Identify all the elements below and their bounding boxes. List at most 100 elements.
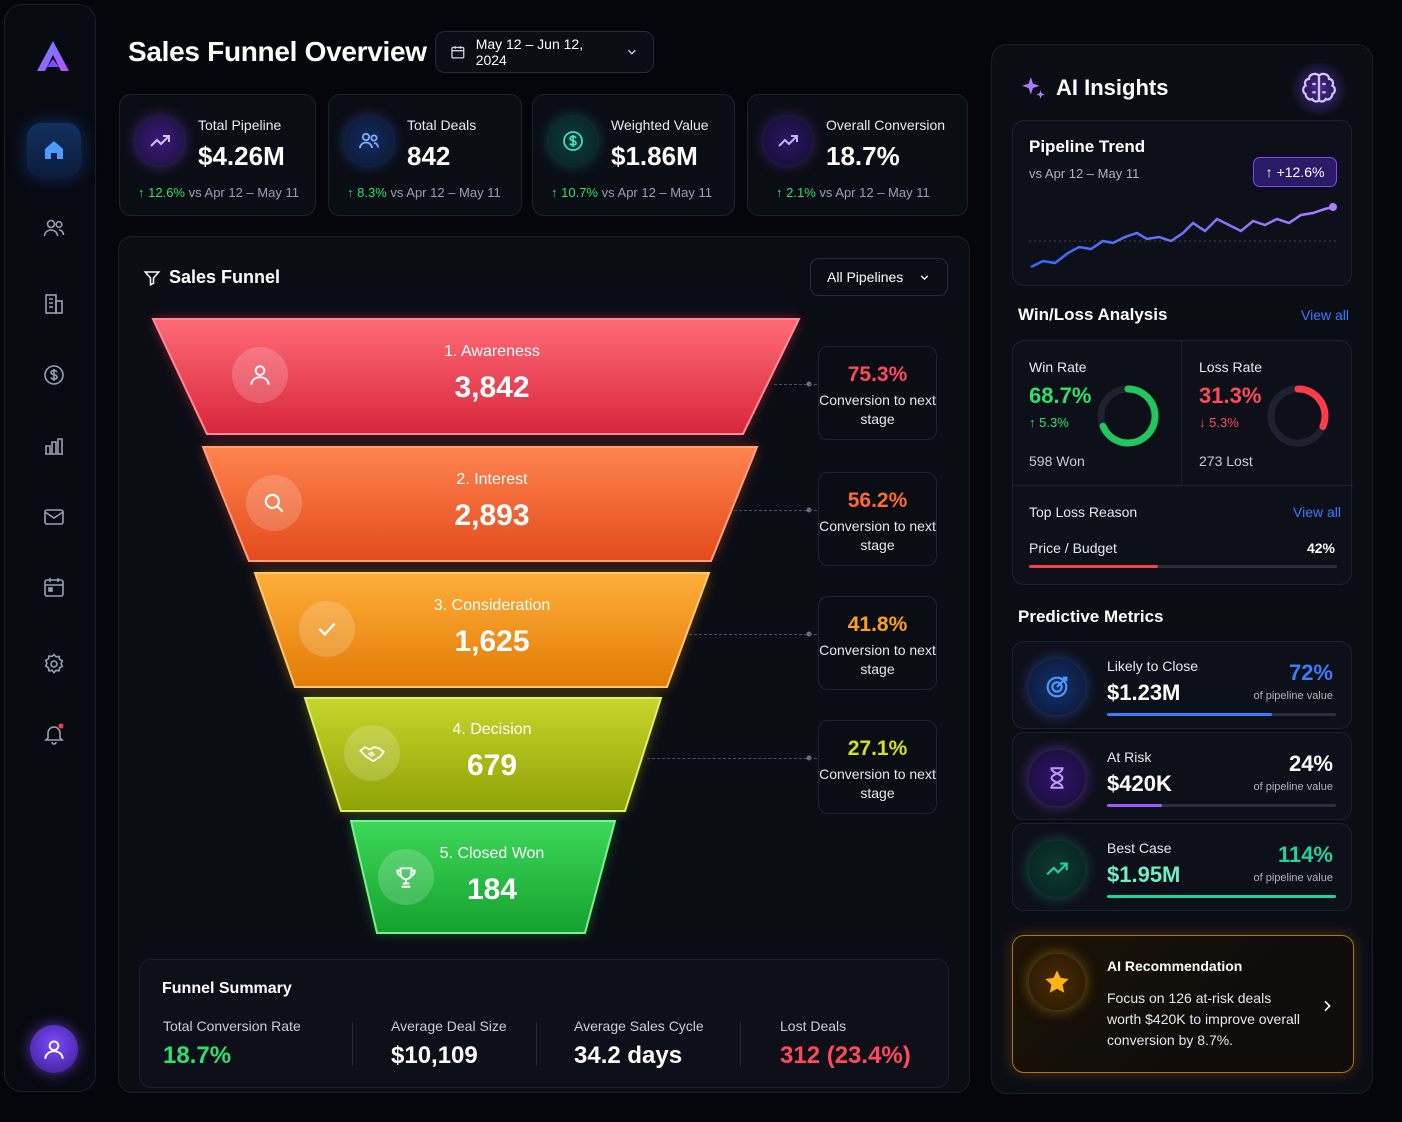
kpi-total-pipeline[interactable]: Total Pipeline $4.26M ↑ 12.6% vs Apr 12 …	[119, 94, 316, 216]
date-range-label: May 12 – Jun 12, 2024	[475, 36, 584, 68]
trend-up-icon	[1029, 841, 1085, 897]
metric-progress-fill	[1107, 895, 1336, 898]
filter-icon	[143, 270, 161, 286]
kpi-value: $1.86M	[611, 141, 698, 171]
likely-to-close-card[interactable]: Likely to Close $1.23M 72% of pipeline v…	[1012, 641, 1352, 729]
top-loss-reason-label: Top Loss Reason	[1029, 504, 1138, 520]
ai-recommendation-card[interactable]: AI Recommendation Focus on 126 at-risk d…	[1012, 935, 1354, 1073]
nav-contacts[interactable]	[27, 201, 81, 255]
top-loss-view-all-link[interactable]: View all	[1293, 504, 1341, 520]
gear-icon	[44, 653, 64, 674]
conversion-card: 56.2% Conversion to next stage	[818, 472, 937, 566]
kpi-label: Total Pipeline	[198, 117, 282, 133]
funnel-stage-label: 2. Interest 2,893	[454, 471, 530, 532]
summary-title: Funnel Summary	[162, 980, 292, 997]
kpi-label: Total Deals	[407, 117, 477, 133]
top-loss-pct: 42%	[1306, 540, 1335, 556]
kpi-change: ↑ 10.7% vs Apr 12 – May 11	[551, 185, 712, 200]
hourglass-icon	[1029, 750, 1085, 806]
app-logo-icon[interactable]	[33, 37, 73, 77]
kpi-total-deals[interactable]: Total Deals 842 ↑ 8.3% vs Apr 12 – May 1…	[328, 94, 522, 216]
metric-progress-fill	[1107, 713, 1272, 716]
funnel-stage-awareness[interactable]	[151, 318, 801, 435]
bell-icon	[44, 723, 64, 745]
funnel-title: Sales Funnel	[143, 267, 280, 288]
win-rate-donut	[1097, 385, 1159, 447]
trend-badge: ↑ +12.6%	[1253, 157, 1337, 187]
funnel-stage-label: 5. Closed Won 184	[439, 845, 545, 906]
pipeline-trend-title: Pipeline Trend	[1029, 137, 1146, 156]
pipeline-trend-period: vs Apr 12 – May 11	[1029, 166, 1140, 181]
brain-icon	[1287, 63, 1351, 115]
best-case-card[interactable]: Best Case $1.95M 114% of pipeline value	[1012, 823, 1352, 911]
nav-home[interactable]	[27, 123, 81, 177]
funnel-shapes	[151, 318, 812, 934]
user-icon	[44, 1040, 64, 1059]
nav-revenue[interactable]	[27, 348, 81, 402]
winloss-title: Win/Loss Analysis	[1018, 305, 1168, 324]
nav-messages[interactable]	[27, 490, 81, 544]
bar-chart-icon	[45, 438, 63, 455]
loss-rate-block: Loss Rate 31.3% ↓ 5.3% 273 Lost	[1183, 341, 1353, 486]
date-range-picker[interactable]: May 12 – Jun 12, 2024	[435, 31, 654, 73]
funnel-summary: Funnel Summary Total Conversion Rate 18.…	[139, 959, 949, 1088]
donut-fill	[1267, 385, 1329, 447]
loss-rate-donut	[1267, 385, 1329, 447]
funnel-stage-consideration[interactable]	[253, 572, 711, 688]
kpi-weighted-value[interactable]: Weighted Value $1.86M ↑ 10.7% vs Apr 12 …	[532, 94, 735, 216]
handshake-icon	[344, 725, 400, 781]
building-icon	[45, 294, 63, 314]
nav-reports[interactable]	[27, 419, 81, 473]
summary-lost-deals: Lost Deals 312 (23.4%)	[780, 1018, 911, 1069]
nav-companies[interactable]	[27, 277, 81, 331]
user-icon	[232, 347, 288, 403]
funnel-stage-label: 1. Awareness 3,842	[444, 343, 540, 404]
search-icon	[246, 475, 302, 531]
pipeline-select[interactable]: All Pipelines	[810, 258, 948, 296]
funnel-stage-closed-won[interactable]	[349, 820, 617, 934]
winloss-view-all-link[interactable]: View all	[1301, 307, 1349, 323]
kpi-label: Overall Conversion	[826, 117, 946, 133]
recommendation-title: AI Recommendation	[1107, 958, 1243, 974]
nav-notifications[interactable]	[27, 707, 81, 761]
calendar-icon	[44, 578, 64, 597]
kpi-overall-conversion[interactable]: Overall Conversion 18.7% ↑ 2.1% vs Apr 1…	[747, 94, 968, 216]
conversion-card: 41.8% Conversion to next stage	[818, 596, 937, 690]
pipeline-trend-card[interactable]: Pipeline Trend vs Apr 12 – May 11 ↑ +12.6…	[1012, 120, 1352, 286]
recommendation-text: Focus on 126 at-risk deals worth $420K t…	[1107, 990, 1300, 1048]
pipeline-trend-sparkline	[1029, 203, 1337, 269]
funnel-stage-interest[interactable]	[201, 446, 759, 562]
summary-avg-sales-cycle: Average Sales Cycle 34.2 days	[574, 1018, 704, 1069]
pipeline-select-value: All Pipelines	[827, 269, 904, 285]
kpi-label: Weighted Value	[611, 117, 709, 133]
summary-total-conversion: Total Conversion Rate 18.7%	[163, 1018, 301, 1069]
target-icon	[1029, 659, 1085, 715]
win-rate-block: Win Rate 68.7% ↑ 5.3% 598 Won	[1013, 341, 1182, 486]
trophy-icon	[378, 849, 434, 905]
kpi-change: ↑ 8.3% vs Apr 12 – May 11	[347, 185, 501, 200]
funnel-stage-decision[interactable]	[303, 697, 663, 812]
chevron-right-icon[interactable]	[1319, 998, 1335, 1014]
dollar-icon	[549, 117, 597, 165]
kpi-value: 18.7%	[826, 141, 900, 171]
trend-up-icon	[136, 117, 184, 165]
at-risk-card[interactable]: At Risk $420K 24% of pipeline value	[1012, 732, 1352, 820]
calendar-icon	[451, 46, 465, 59]
chevron-down-icon	[920, 274, 929, 280]
metric-progress-fill	[1107, 804, 1162, 807]
ai-insights-title: AI Insights	[1020, 75, 1168, 101]
page-title: Sales Funnel Overview	[128, 36, 427, 67]
trend-up-icon	[764, 117, 812, 165]
donut-fill	[1097, 385, 1159, 447]
kpi-value: $4.26M	[198, 141, 285, 171]
user-avatar[interactable]	[30, 1025, 78, 1073]
users-icon	[43, 219, 65, 237]
kpi-value: 842	[407, 141, 451, 171]
nav-calendar[interactable]	[27, 560, 81, 614]
chevron-down-icon	[628, 49, 637, 55]
nav-settings[interactable]	[27, 637, 81, 691]
kpi-change: ↑ 12.6% vs Apr 12 – May 11	[138, 185, 299, 200]
summary-avg-deal-size: Average Deal Size $10,109	[391, 1018, 507, 1069]
winloss-card: Win Rate 68.7% ↑ 5.3% 598 Won Loss Rate …	[1012, 340, 1353, 585]
mail-icon	[44, 509, 64, 525]
